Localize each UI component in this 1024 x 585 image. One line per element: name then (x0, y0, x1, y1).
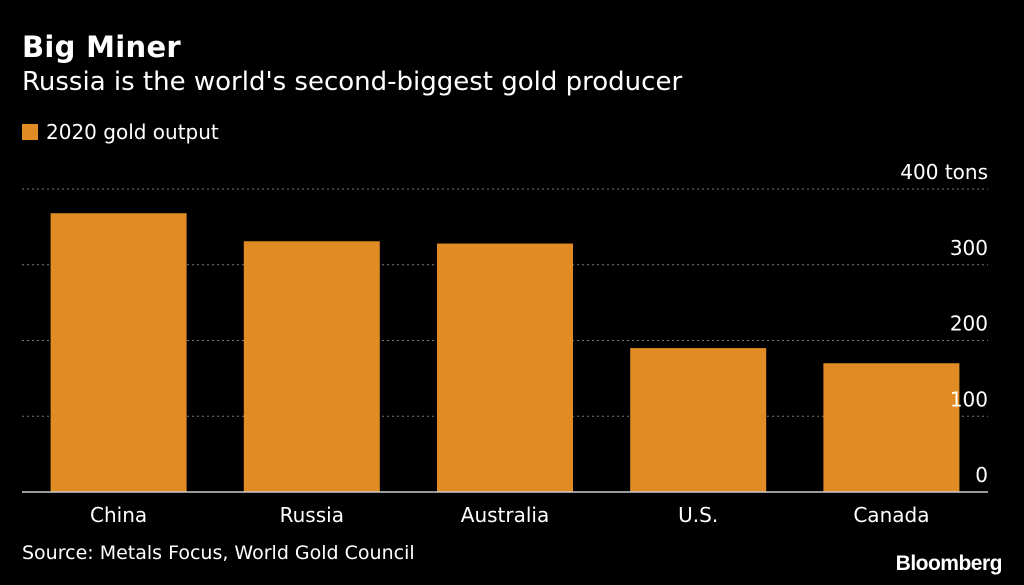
bar-china (50, 213, 187, 493)
bar-canada (823, 363, 960, 492)
y-tick-label-100: 100 (950, 387, 988, 411)
legend-swatch (22, 124, 38, 140)
bar-russia (243, 241, 380, 492)
bar-australia (437, 243, 573, 492)
bloomberg-logo: Bloomberg (895, 552, 1003, 575)
y-tick-label-300: 300 (950, 236, 988, 260)
chart-title: Big Miner (22, 30, 182, 64)
x-tick-label-china: China (90, 503, 147, 527)
y-tick-label-0: 0 (975, 463, 988, 487)
x-tick-label-canada: Canada (853, 503, 929, 527)
y-tick-label-200: 200 (950, 312, 988, 336)
x-tick-label-australia: Australia (461, 503, 549, 527)
source-note: Source: Metals Focus, World Gold Council (22, 542, 415, 564)
bar-us (630, 348, 767, 492)
y-tick-label-400: 400 tons (900, 160, 988, 184)
x-tick-label-russia: Russia (280, 503, 344, 527)
legend-label: 2020 gold output (46, 120, 219, 144)
chart-subtitle: Russia is the world's second-biggest gol… (22, 67, 683, 97)
x-tick-label-us: U.S. (678, 503, 718, 527)
legend: 2020 gold output (22, 120, 219, 144)
